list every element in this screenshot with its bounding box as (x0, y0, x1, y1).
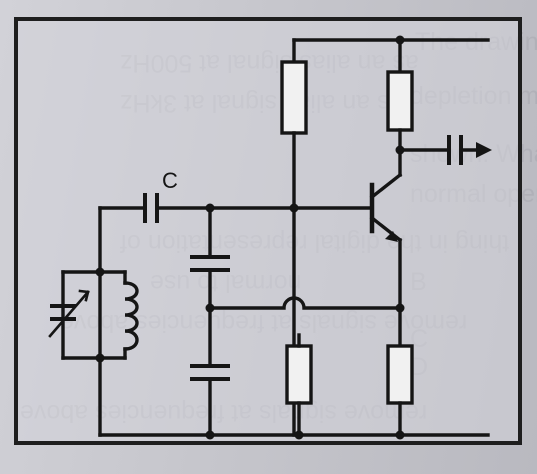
emitter-resistor (386, 344, 414, 405)
variable-capacitor (48, 289, 90, 338)
capacitor-label: C (162, 168, 178, 193)
bias-resistor-upper (280, 60, 308, 135)
divider-capacitor-lower (190, 364, 230, 381)
output-arrow-icon (476, 142, 492, 158)
output-capacitor (447, 135, 463, 165)
feedback-wire (208, 296, 402, 310)
divider-capacitor-upper (190, 255, 230, 272)
npn-transistor (369, 172, 403, 243)
junction-dots (95, 35, 405, 440)
collector-resistor (386, 70, 414, 132)
coupling-capacitor (143, 193, 159, 223)
bias-resistor-lower (285, 344, 313, 405)
inductor-coil (123, 281, 139, 351)
